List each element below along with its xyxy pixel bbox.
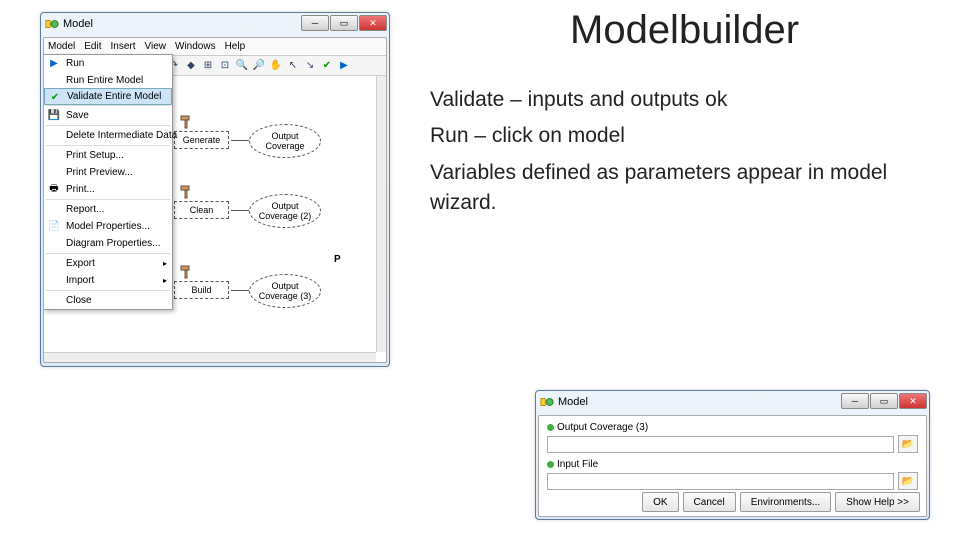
wizard-title: Model (558, 396, 588, 408)
show-help-button[interactable]: Show Help >> (835, 492, 920, 512)
menu-item-close[interactable]: Close (44, 292, 172, 309)
print-icon: 🖶 (47, 182, 61, 196)
connector (231, 140, 249, 141)
output-coverage-2[interactable]: Output Coverage (2) (249, 194, 321, 228)
menu-item-report[interactable]: Report... (44, 201, 172, 218)
model-window: Model ─ ▭ ✕ Model Edit Insert View Windo… (40, 12, 390, 367)
validate-icon[interactable]: ✔ (320, 59, 334, 73)
process-generate[interactable]: Generate (174, 131, 229, 149)
slide-bullets: Validate – inputs and outputs ok Run – c… (430, 85, 930, 225)
model-window-icon (45, 17, 59, 31)
minimize-button[interactable]: ─ (301, 15, 329, 31)
process-clean[interactable]: Clean (174, 201, 229, 219)
browse-icon[interactable]: 📂 (898, 435, 918, 453)
maximize-button[interactable]: ▭ (330, 15, 358, 31)
connect-icon[interactable]: ↘ (303, 59, 317, 73)
menu-edit[interactable]: Edit (84, 41, 101, 52)
wizard-titlebar[interactable]: Model ─ ▭ ✕ (536, 391, 929, 413)
ok-button[interactable]: OK (642, 492, 678, 512)
menu-item-validate-entire[interactable]: ✔Validate Entire Model (44, 88, 172, 105)
environments-button[interactable]: Environments... (740, 492, 831, 512)
menu-item-diagram-props[interactable]: Diagram Properties... (44, 235, 172, 252)
field1-input[interactable] (547, 436, 894, 453)
layout-icon[interactable]: ⊞ (201, 59, 215, 73)
pan-icon[interactable]: ✋ (269, 59, 283, 73)
wizard-field-1: Output Coverage (3) 📂 (547, 422, 918, 453)
model-wizard-window: Model ─ ▭ ✕ Output Coverage (3) 📂 Input … (535, 390, 930, 520)
vertical-scrollbar[interactable] (376, 76, 386, 352)
bullet-3: Variables defined as parameters appear i… (430, 158, 930, 219)
menu-item-delete-inter[interactable]: Delete Intermediate Data (44, 127, 172, 144)
submenu-arrow-icon: ▸ (163, 259, 167, 268)
pointer-icon[interactable]: ↖ (286, 59, 300, 73)
tool-hammer-icon (179, 114, 195, 130)
zoomout-icon[interactable]: 🔎 (252, 59, 266, 73)
tool-hammer-icon (179, 184, 195, 200)
model-window-title: Model (63, 18, 93, 30)
field2-label: Input File (557, 459, 598, 470)
run-icon[interactable]: ▶ (337, 59, 351, 73)
page-title: Modelbuilder (570, 8, 799, 53)
connector (231, 210, 249, 211)
output-coverage-1[interactable]: Output Coverage (249, 124, 321, 158)
param-dot-icon (547, 424, 554, 431)
connector (231, 290, 249, 291)
menu-windows[interactable]: Windows (175, 41, 216, 52)
param-dot-icon (547, 461, 554, 468)
menu-item-model-props[interactable]: 📄Model Properties... (44, 218, 172, 235)
parameter-label: P (334, 254, 341, 265)
bullet-1: Validate – inputs and outputs ok (430, 85, 930, 115)
model-menu-dropdown: ▶Run Run Entire Model ✔Validate Entire M… (43, 54, 173, 310)
check-icon: ✔ (48, 90, 62, 104)
minimize-button[interactable]: ─ (841, 393, 869, 409)
adddata-icon[interactable]: ◆ (184, 59, 198, 73)
props-icon: 📄 (47, 219, 61, 233)
menu-model[interactable]: Model (48, 41, 75, 52)
process-build[interactable]: Build (174, 281, 229, 299)
submenu-arrow-icon: ▸ (163, 276, 167, 285)
horizontal-scrollbar[interactable] (44, 352, 376, 362)
menu-item-print-preview[interactable]: Print Preview... (44, 164, 172, 181)
close-button[interactable]: ✕ (359, 15, 387, 31)
menu-help[interactable]: Help (225, 41, 246, 52)
menu-view[interactable]: View (145, 41, 167, 52)
close-button[interactable]: ✕ (899, 393, 927, 409)
model-titlebar[interactable]: Model ─ ▭ ✕ (41, 13, 389, 35)
save-icon: 💾 (47, 108, 61, 122)
menu-item-run[interactable]: ▶Run (44, 55, 172, 72)
cancel-button[interactable]: Cancel (683, 492, 736, 512)
field1-label: Output Coverage (3) (557, 422, 648, 433)
tool-hammer-icon (179, 264, 195, 280)
zoomin-icon[interactable]: 🔍 (235, 59, 249, 73)
menu-item-print[interactable]: 🖶Print... (44, 181, 172, 198)
output-coverage-3[interactable]: Output Coverage (3) (249, 274, 321, 308)
menu-item-import[interactable]: Import▸ (44, 272, 172, 289)
menu-item-run-entire[interactable]: Run Entire Model (44, 72, 172, 89)
fullext-icon[interactable]: ⊡ (218, 59, 232, 73)
maximize-button[interactable]: ▭ (870, 393, 898, 409)
wizard-field-2: Input File 📂 (547, 459, 918, 490)
menu-insert[interactable]: Insert (110, 41, 135, 52)
menu-item-save[interactable]: 💾Save (44, 107, 172, 124)
run-icon: ▶ (47, 56, 61, 70)
browse-icon[interactable]: 📂 (898, 472, 918, 490)
model-window-icon (540, 395, 554, 409)
bullet-2: Run – click on model (430, 121, 930, 151)
field2-input[interactable] (547, 473, 894, 490)
menu-item-print-setup[interactable]: Print Setup... (44, 147, 172, 164)
menu-item-export[interactable]: Export▸ (44, 255, 172, 272)
